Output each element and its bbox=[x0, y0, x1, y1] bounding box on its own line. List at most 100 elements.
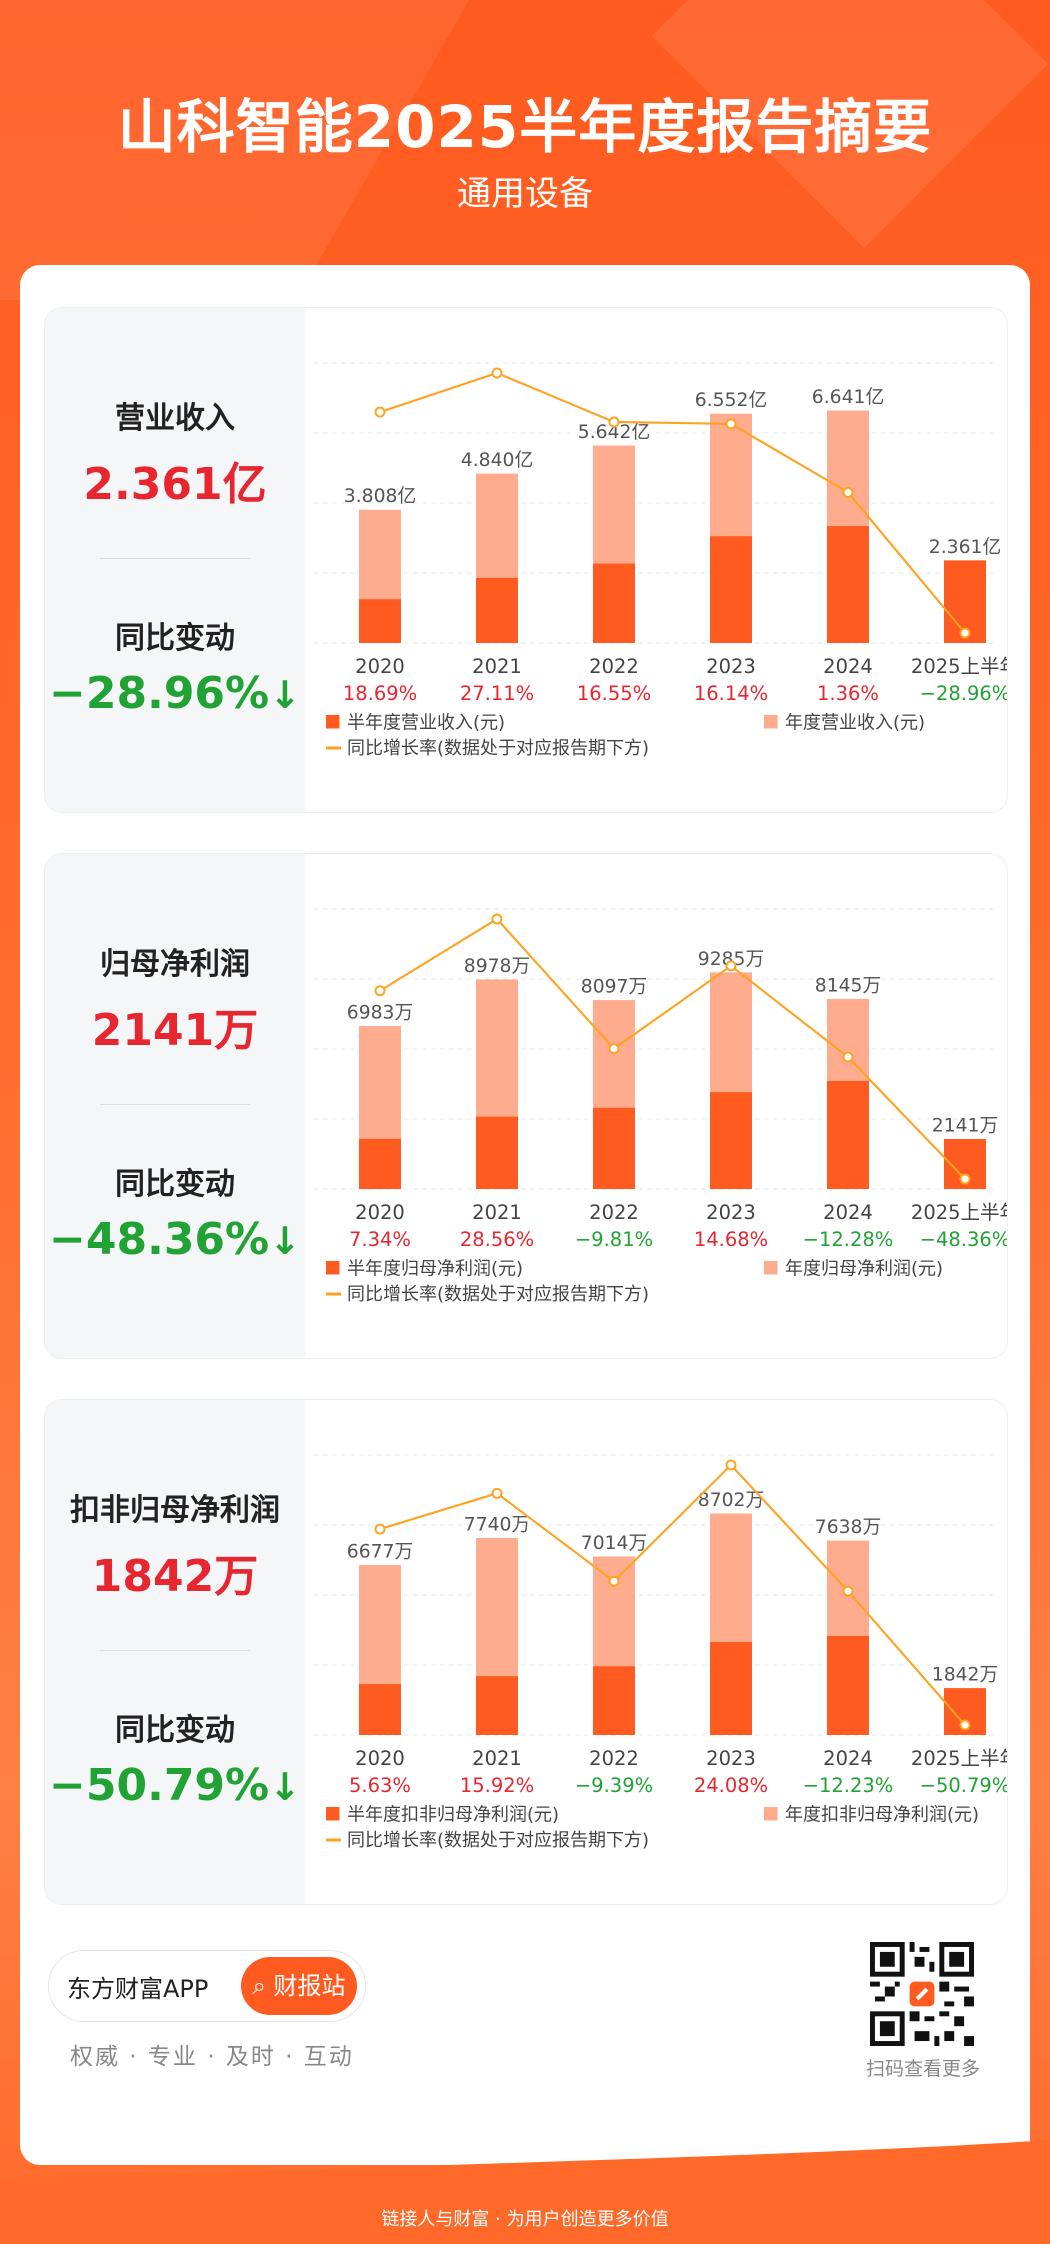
legend-swatch bbox=[764, 715, 778, 729]
arrow-down-icon: ↓ bbox=[269, 673, 301, 717]
half-year-bar bbox=[476, 577, 518, 643]
category-label: 2025上半年 bbox=[911, 1201, 1007, 1224]
change-value: −48.36%↓ bbox=[49, 1214, 301, 1265]
bar-label: 5.642亿 bbox=[578, 421, 650, 443]
change-label: 同比变动 bbox=[115, 1167, 235, 1202]
revenue-chart: 3.808亿 2020 18.69% 4.840亿 2021 27.11% 5.642亿 20… bbox=[305, 308, 1007, 812]
growth-label: 14.68% bbox=[694, 1228, 768, 1251]
half-year-bar bbox=[359, 1138, 401, 1189]
metric-sidebar: 扣非归母净利润 1842万 同比变动 −50.79%↓ bbox=[45, 1400, 305, 1904]
metric-value: 2.361亿 bbox=[83, 459, 267, 510]
legend-label: 半年度营业收入(元) bbox=[347, 713, 505, 734]
growth-label: 7.34% bbox=[349, 1228, 411, 1251]
arrow-down-icon: ↓ bbox=[269, 1219, 301, 1263]
net-profit-chart: 6983万 2020 7.34% 8978万 2021 28.56% 8097万 2022 −9… bbox=[305, 854, 1007, 1358]
growth-label: 28.56% bbox=[460, 1228, 534, 1251]
growth-point bbox=[491, 367, 503, 379]
app-banner[interactable]: 东方财富APP ⌕ 财报站 bbox=[48, 1950, 366, 2022]
app-name: 东方财富APP bbox=[67, 1975, 209, 2003]
growth-line bbox=[379, 917, 966, 1180]
bar-label: 6.641亿 bbox=[812, 386, 884, 408]
category-label: 2020 bbox=[355, 1201, 405, 1224]
half-year-bar bbox=[359, 599, 401, 643]
growth-point bbox=[374, 1523, 386, 1535]
growth-point bbox=[374, 985, 386, 997]
legend-label: 同比增长率(数据处于对应报告期下方) bbox=[347, 738, 649, 759]
net-profit-card: 归母净利润 2141万 同比变动 −48.36%↓ 6983万 2020 7.34%… bbox=[44, 853, 1008, 1359]
metric-sidebar: 营业收入 2.361亿 同比变动 −28.96%↓ bbox=[45, 308, 305, 812]
category-label: 2023 bbox=[706, 655, 756, 678]
category-label: 2021 bbox=[472, 1201, 522, 1224]
page-subtitle: 通用设备 bbox=[457, 174, 593, 214]
legend-swatch bbox=[326, 1807, 340, 1821]
deducted-profit-card: 扣非归母净利润 1842万 同比变动 −50.79%↓ 6677万 2020 5.6… bbox=[44, 1399, 1008, 1905]
growth-label: 1.36% bbox=[817, 682, 879, 705]
growth-label: −12.23% bbox=[803, 1774, 894, 1797]
growth-label: 18.69% bbox=[343, 682, 417, 705]
half-year-bar bbox=[710, 1642, 752, 1735]
bar-label: 7638万 bbox=[815, 1517, 881, 1538]
growth-point bbox=[608, 1043, 620, 1055]
growth-point bbox=[608, 1575, 620, 1587]
growth-point bbox=[842, 486, 854, 498]
growth-point bbox=[725, 418, 737, 430]
category-label: 2022 bbox=[589, 655, 639, 678]
bar-label: 8097万 bbox=[581, 977, 647, 998]
bar-label: 3.808亿 bbox=[344, 485, 416, 507]
divider bbox=[100, 558, 250, 559]
bar-label: 1842万 bbox=[932, 1665, 998, 1686]
half-year-bar bbox=[710, 1092, 752, 1189]
bar-label: 8702万 bbox=[698, 1490, 764, 1511]
half-year-bar bbox=[827, 1635, 869, 1735]
growth-point bbox=[491, 913, 503, 925]
legend-label: 年度营业收入(元) bbox=[785, 713, 925, 734]
category-label: 2025上半年 bbox=[911, 1747, 1007, 1770]
category-label: 2024 bbox=[823, 655, 873, 678]
category-label: 2023 bbox=[706, 1747, 756, 1770]
legend-swatch bbox=[326, 1261, 340, 1275]
chart-svg: 6677万 2020 5.63% 7740万 2021 15.92% 7014万 2022 −9… bbox=[314, 1454, 1007, 1851]
slogan: 权威 · 专业 · 及时 · 互动 bbox=[70, 2044, 354, 2070]
metric-label: 营业收入 bbox=[115, 401, 235, 436]
change-label: 同比变动 bbox=[115, 1713, 235, 1748]
growth-point bbox=[842, 1585, 854, 1597]
change-value: −28.96%↓ bbox=[49, 668, 301, 719]
change-label: 同比变动 bbox=[115, 621, 235, 656]
bar-label: 7740万 bbox=[464, 1514, 530, 1535]
half-year-bar bbox=[476, 1676, 518, 1735]
category-label: 2024 bbox=[823, 1201, 873, 1224]
category-label: 2021 bbox=[472, 655, 522, 678]
bottom-wave bbox=[0, 2140, 1050, 2244]
growth-point bbox=[725, 1459, 737, 1471]
chart-svg: 3.808亿 2020 18.69% 4.840亿 2021 27.11% 5.642亿 20… bbox=[314, 362, 1007, 759]
category-label: 2025上半年 bbox=[911, 655, 1007, 678]
growth-point bbox=[374, 406, 386, 418]
half-year-bar bbox=[593, 1107, 635, 1189]
half-year-bar bbox=[593, 563, 635, 643]
metric-value: 2141万 bbox=[91, 1005, 259, 1056]
growth-point bbox=[959, 1173, 971, 1185]
legend-label: 年度扣非归母净利润(元) bbox=[785, 1805, 979, 1826]
growth-label: −12.28% bbox=[803, 1228, 894, 1251]
bar-label: 2141万 bbox=[932, 1116, 998, 1137]
bar-label: 6983万 bbox=[347, 1003, 413, 1024]
growth-label: −9.81% bbox=[575, 1228, 653, 1251]
legend-swatch bbox=[764, 1261, 778, 1275]
qr-caption: 扫码查看更多 bbox=[865, 2058, 980, 2080]
report-station-button[interactable]: ⌕ 财报站 bbox=[241, 1957, 357, 2015]
half-year-bar bbox=[593, 1666, 635, 1735]
half-year-bar bbox=[710, 536, 752, 643]
legend-label: 年度归母净利润(元) bbox=[785, 1259, 943, 1280]
bar-label: 6.552亿 bbox=[695, 389, 767, 411]
chart-svg: 6983万 2020 7.34% 8978万 2021 28.56% 8097万 2022 −9… bbox=[314, 908, 1007, 1305]
qr-code-icon[interactable] bbox=[870, 1942, 974, 2046]
growth-point bbox=[842, 1051, 854, 1063]
metric-sidebar: 归母净利润 2141万 同比变动 −48.36%↓ bbox=[45, 854, 305, 1358]
growth-point bbox=[725, 960, 737, 972]
growth-label: 15.92% bbox=[460, 1774, 534, 1797]
arrow-down-icon: ↓ bbox=[269, 1765, 301, 1809]
growth-label: 5.63% bbox=[349, 1774, 411, 1797]
growth-label: −50.79% bbox=[920, 1774, 1007, 1797]
bar-label: 7014万 bbox=[581, 1533, 647, 1554]
category-label: 2020 bbox=[355, 1747, 405, 1770]
